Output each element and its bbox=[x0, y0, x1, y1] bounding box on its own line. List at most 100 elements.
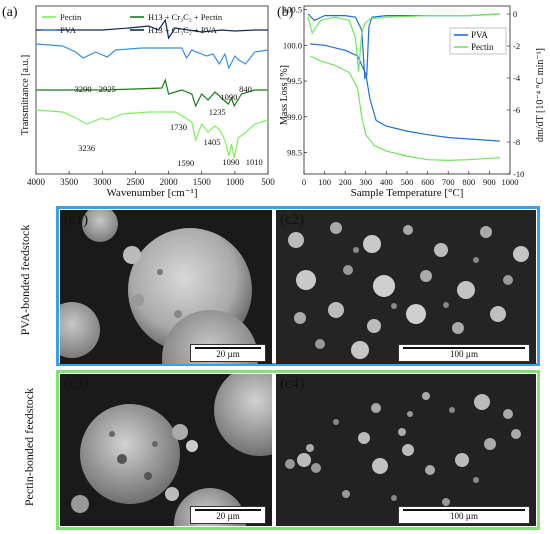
x-tick-label: 900 bbox=[483, 177, 496, 187]
y-tick-label-right: -4 bbox=[513, 73, 521, 83]
peak-label: 1405 bbox=[204, 137, 221, 147]
scale-bar: 20 µm bbox=[190, 344, 266, 362]
scale-bar: 100 µm bbox=[398, 344, 530, 362]
particle bbox=[422, 392, 430, 400]
x-tick-label: 100 bbox=[318, 177, 331, 187]
y-tick-label-right: 0 bbox=[513, 9, 517, 19]
y-tick-label: 98.5 bbox=[287, 148, 302, 158]
image-label: (c4) bbox=[280, 376, 305, 392]
particle bbox=[420, 270, 432, 282]
particle bbox=[315, 339, 325, 349]
particle bbox=[371, 403, 381, 413]
peak-label: 2925 bbox=[99, 84, 116, 94]
particle bbox=[513, 246, 529, 262]
y-tick-label-right: -2 bbox=[513, 41, 520, 51]
x-tick-label: 600 bbox=[421, 177, 434, 187]
particle bbox=[342, 490, 350, 498]
particle bbox=[442, 498, 450, 506]
particle bbox=[372, 458, 388, 474]
peak-label: 1010 bbox=[246, 157, 263, 167]
particle bbox=[473, 477, 479, 483]
series-line bbox=[309, 55, 500, 162]
particle bbox=[457, 281, 475, 299]
particle bbox=[391, 495, 397, 501]
panel-b-label: (b) bbox=[277, 5, 294, 20]
x-tick-label: 0 bbox=[302, 177, 306, 187]
peak-label: 1090 bbox=[222, 157, 239, 167]
scale-bar: 20 µm bbox=[190, 506, 266, 524]
sem-c2-graphic bbox=[288, 222, 529, 359]
x-axis-label: Wavenumber [cm⁻¹] bbox=[107, 187, 198, 199]
particle bbox=[425, 465, 435, 475]
particle bbox=[503, 275, 513, 285]
particle bbox=[373, 275, 395, 297]
particle bbox=[391, 303, 397, 309]
y-tick-label-right: -6 bbox=[513, 105, 520, 115]
particle bbox=[333, 419, 339, 425]
tga-chart: (b) 0 100 200 300 400 500 600 700 800 900 1000 98.5… bbox=[277, 5, 546, 199]
particle bbox=[363, 235, 381, 253]
x-tick-label: 300 bbox=[359, 177, 372, 187]
image-label: (c2) bbox=[280, 212, 305, 228]
y-tick-label-right: -8 bbox=[513, 137, 520, 147]
image-label: (c3) bbox=[64, 376, 89, 392]
y-axis-label: Transmittance [a.u.] bbox=[20, 55, 31, 135]
x-axis-label: Sample Temperature [°C] bbox=[351, 187, 464, 199]
x-tick-label: 800 bbox=[462, 177, 475, 187]
particle bbox=[367, 319, 381, 333]
series-line bbox=[36, 18, 268, 40]
y-tick-label: 99.5 bbox=[287, 76, 302, 86]
x-tick-label: 1500 bbox=[193, 177, 212, 187]
particle bbox=[306, 444, 314, 452]
peak-label: 1090 bbox=[220, 92, 237, 102]
particle bbox=[353, 247, 359, 253]
legend-entry: PVA bbox=[471, 30, 488, 40]
series-line bbox=[35, 109, 269, 159]
peak-label: 840 bbox=[239, 84, 252, 94]
legend-entry: H13 + Cr₃C₂ + PVA bbox=[148, 25, 218, 35]
particle bbox=[484, 438, 496, 450]
particle bbox=[474, 394, 490, 410]
image-label: (c1) bbox=[64, 212, 89, 228]
particle bbox=[511, 429, 521, 439]
particle bbox=[407, 411, 413, 417]
particle bbox=[473, 257, 479, 263]
pectin-row-box bbox=[56, 370, 540, 530]
x-tick-label: 400 bbox=[380, 177, 393, 187]
x-tick-label: 4000 bbox=[27, 177, 46, 187]
particle bbox=[455, 453, 469, 467]
particle bbox=[285, 459, 295, 469]
sem-image-c2: (c2) 100 µm bbox=[276, 210, 536, 364]
peak-label: 1730 bbox=[170, 122, 187, 132]
particle bbox=[434, 243, 448, 257]
y-tick-label: 100.0 bbox=[283, 40, 302, 50]
particle bbox=[443, 302, 449, 308]
ftir-chart: (a) 4000 3500 3000 2500 2000 1500 1000 500 Pect… bbox=[2, 5, 275, 199]
particle bbox=[343, 265, 353, 275]
x-tick-label: 500 bbox=[261, 177, 275, 187]
legend-box bbox=[449, 27, 507, 55]
particle bbox=[311, 463, 321, 473]
particle bbox=[288, 232, 304, 248]
panel-a-label: (a) bbox=[2, 5, 18, 20]
y-tick-label-right: -10 bbox=[513, 169, 524, 179]
peak-label: 1590 bbox=[177, 158, 194, 168]
x-tick-label: 3000 bbox=[93, 177, 112, 187]
x-tick-label: 700 bbox=[442, 177, 455, 187]
particle bbox=[297, 453, 311, 467]
series-line bbox=[307, 13, 500, 72]
particle bbox=[490, 306, 506, 322]
sem-image-c4: (c4) 100 µm bbox=[276, 374, 536, 526]
x-tick-label: 3500 bbox=[60, 177, 79, 187]
peak-label: 1235 bbox=[209, 107, 226, 117]
x-tick-label: 2500 bbox=[126, 177, 145, 187]
x-tick-label: 500 bbox=[401, 177, 414, 187]
x-tick-label: 1000 bbox=[226, 177, 245, 187]
particle bbox=[296, 270, 316, 290]
x-tick-label: 200 bbox=[339, 177, 352, 187]
particle bbox=[480, 226, 492, 238]
sem-c3-graphic bbox=[71, 374, 272, 526]
particle bbox=[328, 302, 344, 318]
pectin-row-label: Pectin-bonded feedstock bbox=[22, 387, 36, 507]
